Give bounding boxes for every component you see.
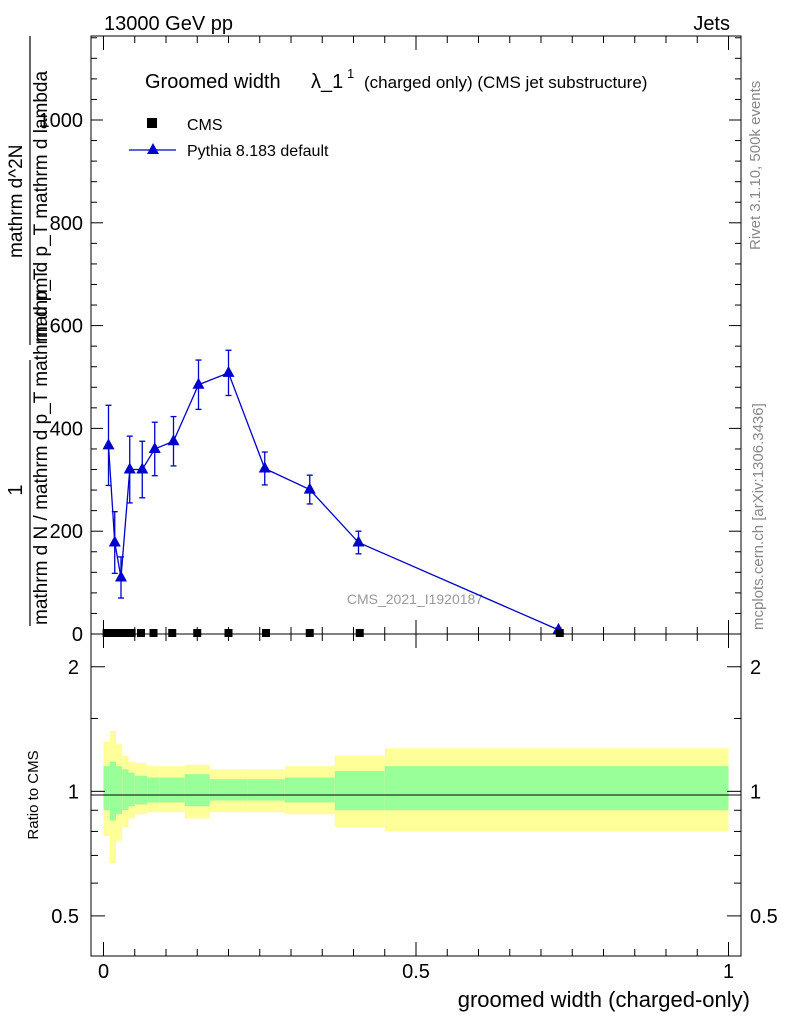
ratio-y-tick-label: 1: [68, 781, 79, 803]
cms-point: [102, 629, 111, 637]
y-tick-label: 800: [50, 213, 83, 235]
y-tick-label: 200: [50, 521, 83, 543]
x-tick-label: 1: [723, 961, 734, 983]
ratio-y-tick-label-right: 0.5: [750, 906, 778, 928]
cms-point: [127, 629, 136, 637]
mc-point: [136, 462, 149, 474]
mc-point: [258, 461, 271, 473]
main-plot: 0 200 400 600 800 1000 CMS_2021_I1920187: [39, 35, 742, 646]
title-main: Groomed width: [145, 71, 281, 93]
ratio-y-tick-label-right: 2: [750, 657, 761, 679]
category-label: Jets: [693, 13, 730, 35]
cms-point: [168, 629, 177, 637]
ratio-y-ticks: 0.5 1 2 0.5 1 2: [51, 657, 778, 928]
y-tick-label: 600: [50, 316, 83, 338]
ratio-inner-band: [116, 766, 123, 815]
mc-point: [108, 535, 121, 547]
ratio-y-tick-label: 0.5: [51, 906, 79, 928]
ylabel-denominator-2: mathrm d p_T mathrm d lambda: [31, 71, 52, 342]
cms-data-series: [102, 629, 564, 637]
legend-mc-label: Pythia 8.183 default: [187, 143, 329, 160]
cms-point: [149, 629, 158, 637]
ratio-inner-band: [103, 766, 110, 811]
mc-point: [167, 434, 180, 446]
ylabel-numerator-1: 1: [5, 484, 27, 495]
cms-point: [555, 629, 564, 637]
y-tick-label: 1000: [39, 110, 84, 132]
ratio-bands: [103, 730, 729, 864]
ylabel-denominator-1: mathrm d N / mathrm d p_T mathrm d p_T: [31, 268, 52, 625]
ratio-inner-band: [122, 769, 129, 811]
mc-point: [148, 441, 161, 453]
ratio-inner-band: [128, 772, 135, 807]
ratio-inner-band: [384, 766, 729, 811]
ratio-y-label: Ratio to CMS: [25, 750, 42, 839]
ratio-y-tick-label-right: 1: [750, 781, 761, 803]
plot-title: Groomed width λ_1 1 (charged only) (CMS …: [145, 66, 647, 93]
cms-point: [121, 629, 130, 637]
cms-point: [262, 629, 270, 637]
mc-point: [352, 535, 365, 547]
cms-point: [108, 629, 117, 637]
ratio-inner-band: [247, 779, 285, 801]
ratio-inner-band: [109, 761, 116, 821]
mcplots-label: mcplots.cern.ch [arXiv:1306.3436]: [750, 403, 767, 630]
ylabel-numerator-2: mathrm d^2N: [6, 145, 27, 258]
ratio-x-ticks: 0 0.5 1: [98, 634, 734, 983]
mc-point: [303, 482, 316, 494]
main-y-ticks: 0 200 400 600 800 1000: [39, 37, 741, 646]
ratio-inner-band: [134, 775, 148, 805]
legend-cms-marker: [147, 118, 157, 128]
mc-point: [115, 570, 127, 582]
title-rest: (charged only) (CMS jet substructure): [364, 73, 647, 92]
cms-point: [193, 629, 202, 637]
ratio-inner-band: [159, 777, 185, 803]
mc-point: [102, 438, 115, 450]
watermark: CMS_2021_I1920187: [347, 591, 483, 607]
mc-point: [123, 462, 136, 474]
cms-point: [115, 629, 124, 637]
mc-point: [222, 365, 235, 377]
legend-mc-marker: [147, 143, 159, 154]
legend: CMS Pythia 8.183 default: [129, 117, 329, 160]
title-superscript: 1: [347, 66, 354, 81]
rivet-label: Rivet 3.1.10, 500k events: [747, 81, 764, 250]
x-axis-label: groomed width (charged-only): [458, 987, 750, 1012]
main-y-axis-label: 1 mathrm d N / mathrm d p_T mathrm d p_T…: [5, 36, 52, 626]
x-tick-label: 0.5: [402, 961, 430, 983]
y-tick-label: 400: [50, 418, 83, 440]
ratio-y-tick-label: 2: [68, 657, 79, 679]
mc-line: [107, 372, 559, 631]
energy-label: 13000 GeV pp: [104, 13, 233, 35]
x-tick-label: 0: [98, 961, 109, 983]
ratio-inner-band: [184, 774, 210, 807]
ratio-inner-band: [147, 777, 160, 803]
cms-point: [305, 629, 314, 637]
ratio-inner-band: [284, 777, 335, 803]
cms-point: [355, 629, 364, 637]
mc-point: [192, 377, 205, 389]
legend-cms-label: CMS: [187, 117, 223, 134]
cms-point: [137, 629, 145, 637]
ratio-inner-band: [209, 779, 248, 801]
ratio-inner-band: [334, 770, 385, 811]
mc-series: [102, 349, 565, 634]
title-lambda: λ_1: [311, 71, 343, 93]
cms-point: [224, 629, 233, 637]
main-x-ticks: [103, 36, 729, 634]
y-tick-label: 0: [72, 624, 83, 646]
